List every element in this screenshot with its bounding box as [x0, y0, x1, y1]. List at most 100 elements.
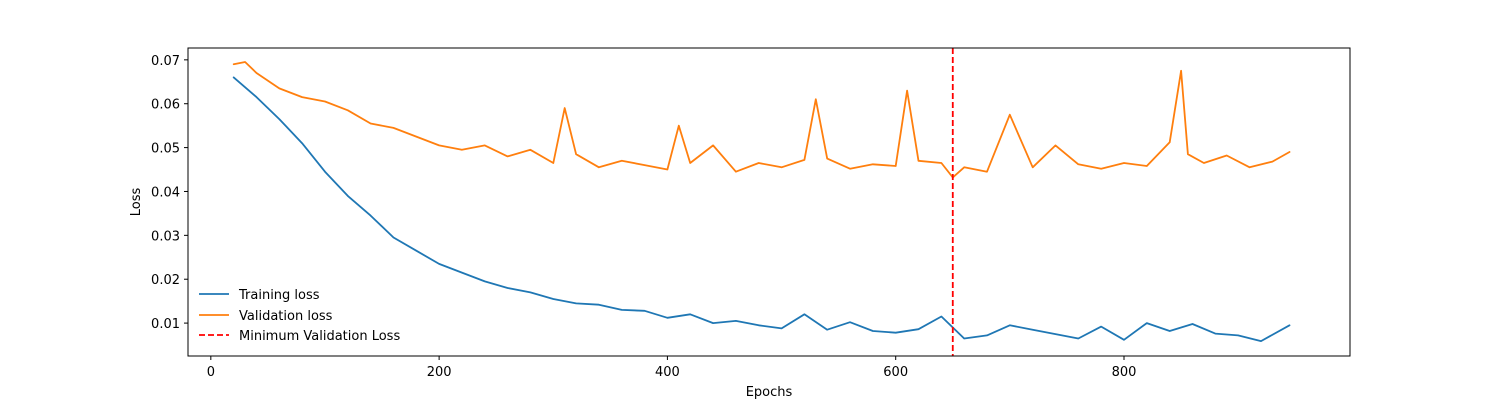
plot-frame: [187, 47, 1351, 357]
x-tick-label: 200: [427, 365, 452, 380]
y-tick-label: 0.05: [151, 142, 180, 157]
validation-loss-point: [552, 162, 554, 164]
y-axis-label: Loss: [129, 188, 144, 217]
y-tick-label: 0.03: [151, 229, 180, 244]
validation-loss-point: [621, 160, 623, 162]
validation-loss-point: [1054, 144, 1057, 147]
training-loss-point: [1032, 329, 1034, 331]
validation-loss-point: [815, 98, 817, 100]
validation-loss-point: [849, 168, 851, 170]
training-loss-point: [575, 302, 577, 304]
validation-loss-point: [1187, 153, 1189, 155]
training-loss-point: [780, 327, 783, 329]
validation-loss-point: [678, 125, 680, 127]
validation-loss-point: [1288, 151, 1291, 153]
validation-loss-point: [233, 63, 235, 65]
training-loss-point: [392, 236, 395, 239]
validation-loss-point: [484, 144, 486, 147]
training-loss-point: [712, 322, 714, 324]
training-loss-point: [963, 337, 965, 340]
training-loss-point: [803, 313, 805, 315]
training-loss-point: [461, 272, 463, 274]
validation-loss-point: [278, 87, 280, 89]
training-loss-point: [370, 215, 372, 217]
training-loss-point: [1146, 322, 1148, 324]
y-axis-ticks: 0.01 0.02 0.03 0.04 0.05 0.06 0.07: [151, 54, 188, 332]
validation-loss-point: [255, 72, 258, 74]
training-loss-point: [1237, 334, 1239, 336]
training-loss-point: [301, 142, 303, 144]
validation-loss-point: [803, 159, 805, 161]
validation-loss-point: [301, 96, 303, 98]
validation-loss-point: [1146, 165, 1148, 167]
validation-loss-point: [906, 89, 908, 92]
legend-label-validation-loss: Validation loss: [239, 309, 333, 324]
validation-loss-point: [1077, 163, 1079, 165]
validation-loss-point: [1123, 162, 1125, 164]
validation-loss-point: [575, 153, 577, 155]
training-loss-point: [438, 263, 440, 265]
training-loss-point: [872, 330, 874, 332]
validation-loss-point: [324, 100, 326, 103]
training-loss-point: [552, 298, 554, 300]
validation-loss-point: [895, 165, 897, 167]
training-loss-point: [598, 304, 600, 306]
validation-loss-point: [529, 149, 532, 151]
training-loss-point: [986, 334, 988, 336]
validation-loss-point: [461, 149, 463, 151]
training-loss-point: [233, 76, 235, 78]
x-tick-label: 600: [883, 365, 908, 380]
validation-loss-point: [1100, 168, 1102, 170]
training-loss-point: [507, 287, 509, 289]
validation-loss-point: [917, 160, 920, 162]
validation-loss-point: [780, 166, 783, 168]
training-loss-point: [1077, 337, 1079, 340]
x-axis-ticks: 0 200 400 600 800: [207, 356, 1137, 380]
y-tick-label: 0.06: [151, 98, 180, 113]
training-loss-point: [1100, 326, 1102, 328]
training-loss-point: [415, 250, 417, 252]
training-loss-point: [1123, 339, 1125, 341]
training-loss-point: [849, 321, 851, 323]
validation-loss-point: [244, 61, 246, 63]
validation-loss-point: [1271, 161, 1273, 163]
training-loss-point: [666, 317, 669, 319]
validation-loss-point: [1203, 162, 1205, 164]
validation-loss-point: [735, 171, 737, 173]
validation-loss-point: [963, 166, 965, 168]
training-loss-point: [1288, 324, 1291, 326]
validation-loss-point: [689, 162, 691, 164]
legend: Training loss Validation loss Minimum Va…: [199, 288, 400, 344]
validation-loss-point: [347, 109, 349, 111]
training-loss-point: [917, 328, 920, 330]
training-loss-point: [484, 280, 486, 283]
validation-loss-point: [1226, 154, 1228, 157]
training-loss-point: [1191, 323, 1194, 325]
training-loss-point: [1169, 330, 1171, 332]
y-tick-label: 0.07: [151, 54, 180, 69]
validation-loss-point: [392, 127, 395, 129]
training-loss-point: [347, 195, 349, 197]
training-loss-point: [643, 310, 646, 312]
training-loss-point: [689, 313, 691, 315]
validation-loss-point: [666, 168, 669, 171]
training-loss-point: [1009, 324, 1011, 326]
training-loss-point: [758, 324, 760, 326]
training-loss-point: [255, 96, 258, 98]
training-loss-point: [278, 118, 280, 120]
training-loss-point: [735, 320, 737, 322]
x-axis-label: Epochs: [746, 385, 793, 400]
validation-loss-point: [1248, 166, 1251, 168]
y-tick-label: 0.04: [151, 185, 180, 200]
validation-loss-point: [1032, 166, 1034, 168]
validation-loss-point: [940, 162, 942, 164]
training-loss-point: [324, 171, 326, 173]
training-loss-point: [1054, 333, 1057, 335]
training-loss-point: [1260, 340, 1262, 342]
validation-loss-point: [758, 162, 760, 164]
training-loss-point: [621, 309, 623, 311]
validation-loss-point: [1009, 114, 1011, 116]
validation-loss-point: [1180, 70, 1182, 72]
x-tick-label: 800: [1112, 365, 1137, 380]
